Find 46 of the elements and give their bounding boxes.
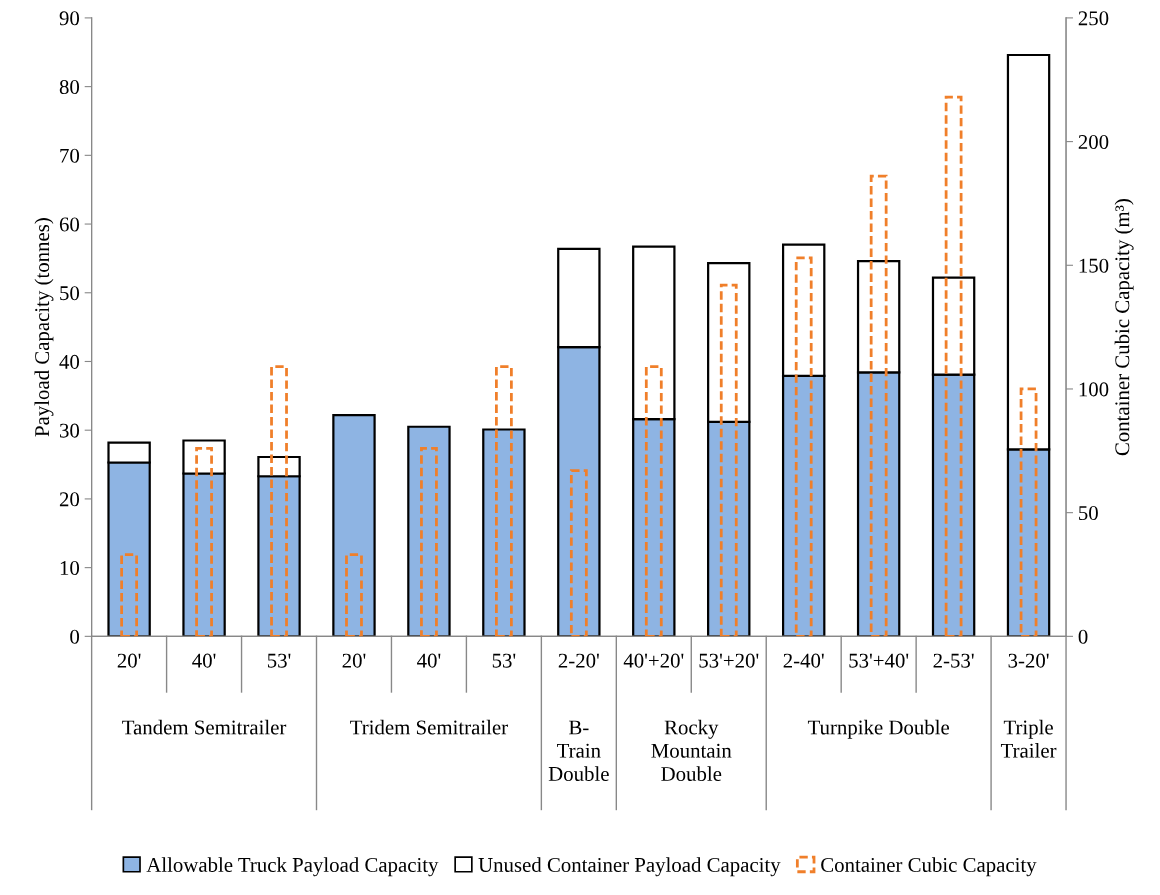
- bar: [332, 413, 376, 637]
- text: Tridem Semitrailer: [350, 719, 508, 735]
- y-tick-label: 20: [59, 492, 80, 507]
- x-tick-label: 2-53': [933, 653, 974, 668]
- x-tick-label: 40'+20': [623, 653, 684, 668]
- y2-tick-label: 150: [1079, 258, 1109, 273]
- x-tick-label: 40': [192, 653, 216, 668]
- x-tick-label: 53': [267, 653, 291, 668]
- y-tick-label: 90: [59, 11, 80, 26]
- bar: [345, 553, 363, 637]
- bar: [482, 428, 526, 637]
- y-tick-label: 70: [60, 148, 80, 163]
- bar: [407, 425, 451, 637]
- y-tick-label: 80: [59, 79, 80, 95]
- legend-label: Unused Container Payload Capacity: [478, 857, 781, 877]
- y2-axis-title: Container Cubic Capacity (m³): [1114, 199, 1134, 456]
- bar: [120, 553, 138, 637]
- bar: [569, 469, 588, 637]
- x-tick-label: 53'+40': [849, 653, 909, 668]
- x-tick-label: 2-20': [558, 653, 599, 668]
- x-tick-label: 2-40': [783, 653, 824, 668]
- legend-label: Allowable Truck Payload Capacity: [146, 857, 439, 877]
- y2-tick-label: 0: [1078, 629, 1088, 644]
- legend-label: Container Cubic Capacity: [821, 857, 1037, 877]
- y2-tick-label: 100: [1079, 382, 1109, 397]
- text: Rocky Mountain Double: [651, 719, 732, 782]
- text: Tandem Semitrailer: [122, 719, 287, 735]
- x-tick-label: 20': [117, 653, 141, 668]
- y-axis-title: Payload Capacity (tonnes): [34, 218, 54, 437]
- y-tick-label: 10: [60, 561, 80, 576]
- y-tick-label: 50: [60, 286, 80, 301]
- y-tick-label: 0: [70, 629, 80, 644]
- text: Turnpike Double: [807, 719, 950, 739]
- x-tick-label: 53'+20': [699, 653, 759, 668]
- x-tick-label: 40': [417, 653, 441, 668]
- x-tick-label: 53': [492, 653, 516, 668]
- y-tick-label: 40: [59, 354, 80, 369]
- y-tick-label: 60: [59, 217, 80, 232]
- x-tick-label: 20': [342, 653, 366, 668]
- y2-tick-label: 250: [1078, 11, 1109, 26]
- text: B- Train Double: [548, 720, 609, 781]
- y2-tick-label: 200: [1078, 134, 1109, 150]
- y-tick-label: 30: [60, 423, 80, 438]
- x-tick-label: 3-20': [1008, 653, 1049, 668]
- y2-tick-label: 50: [1079, 506, 1098, 521]
- text: Triple Trailer: [1000, 719, 1057, 758]
